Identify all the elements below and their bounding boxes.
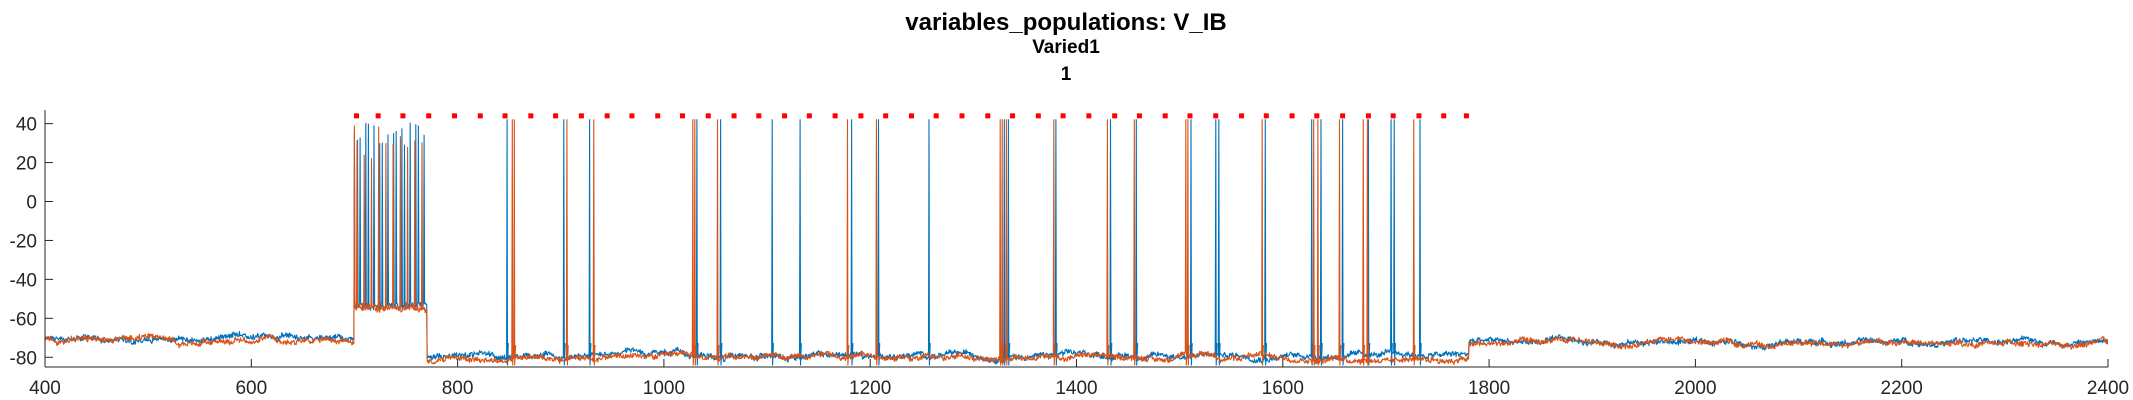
marker-point: [1162, 113, 1168, 119]
x-tick-label: 1000: [643, 378, 685, 399]
marker-point: [858, 113, 864, 119]
marker-point: [883, 113, 889, 119]
marker-point: [731, 113, 737, 119]
chart-title: variables_populations: V_IB: [905, 9, 1226, 36]
marker-point: [1086, 113, 1092, 119]
marker-point: [782, 113, 788, 119]
y-tick-label: -40: [10, 270, 37, 291]
marker-point: [553, 113, 559, 119]
marker-point: [1416, 113, 1422, 119]
marker-point: [1010, 113, 1016, 119]
chart-subtitle-line-1: Varied1: [1032, 37, 1100, 58]
marker-point: [1239, 113, 1245, 119]
marker-point: [1390, 113, 1396, 119]
marker-point: [477, 113, 483, 119]
x-tick-label: 1200: [849, 378, 891, 399]
marker-point: [985, 113, 991, 119]
marker-point: [426, 113, 432, 119]
x-tick-label: 2400: [2087, 378, 2129, 399]
marker-point: [528, 113, 534, 119]
marker-point: [452, 113, 458, 119]
marker-point: [705, 113, 711, 119]
marker-point: [1187, 113, 1193, 119]
x-tick-label: 600: [235, 378, 267, 399]
marker-point: [1314, 113, 1320, 119]
axes: 400 600 800 1000 1200 1400 1600 1800 2000 2200 240…: [10, 110, 2129, 399]
marker-point: [604, 113, 610, 119]
marker-point: [1289, 113, 1295, 119]
y-tick-label: -60: [10, 309, 37, 330]
marker-point: [933, 113, 939, 119]
marker-point: [756, 113, 762, 119]
x-tick-label: 2200: [1881, 378, 1923, 399]
marker-point: [1340, 113, 1346, 119]
x-tick-label: 400: [29, 378, 61, 399]
y-tick-label: 0: [26, 193, 37, 214]
marker-point: [375, 113, 381, 119]
marker-point: [1136, 113, 1142, 119]
marker-point: [1213, 113, 1219, 119]
marker-point: [400, 113, 406, 119]
chart-subtitle-line-2: 1: [1061, 64, 1072, 85]
series-line-1: [45, 119, 2108, 366]
x-tick-label: 1400: [1055, 378, 1097, 399]
marker-point: [354, 113, 360, 119]
y-tick-label: -20: [10, 231, 37, 252]
marker-point: [1263, 113, 1269, 119]
marker-point: [806, 113, 812, 119]
plot-area: [45, 113, 2108, 366]
marker-point: [1112, 113, 1118, 119]
marker-point: [679, 113, 685, 119]
marker-point: [832, 113, 838, 119]
y-tick-label: -80: [10, 348, 37, 369]
marker-point: [1365, 113, 1371, 119]
y-tick-label: 40: [16, 115, 37, 136]
x-tick-label: 1800: [1468, 378, 1510, 399]
marker-point: [502, 113, 508, 119]
marker-point: [959, 113, 965, 119]
x-tick-label: 800: [442, 378, 474, 399]
marker-point: [1441, 113, 1447, 119]
marker-point: [1060, 113, 1066, 119]
marker-point: [655, 113, 661, 119]
marker-point: [908, 113, 914, 119]
marker-point: [578, 113, 584, 119]
marker-point: [1035, 113, 1041, 119]
y-tick-label: 20: [16, 154, 37, 175]
marker-point: [629, 113, 635, 119]
marker-point: [1463, 113, 1469, 119]
x-tick-label: 1600: [1262, 378, 1304, 399]
x-tick-label: 2000: [1674, 378, 1716, 399]
